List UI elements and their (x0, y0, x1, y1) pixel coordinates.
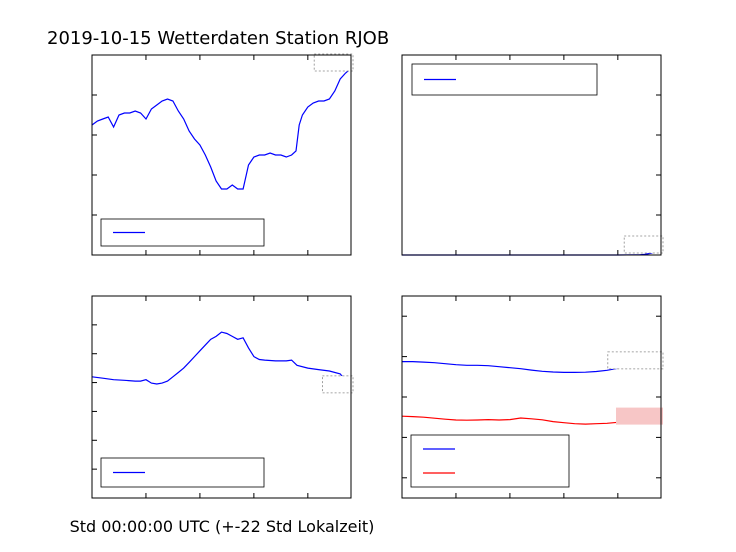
last-value-box (616, 407, 663, 425)
plot-frame (91, 54, 352, 256)
last-value-box (607, 351, 664, 370)
chart-panel-top-left (91, 53, 354, 256)
chart-panel-top-right (401, 54, 664, 256)
series-line-1 (91, 331, 352, 388)
shared-x-axis-label: Std 00:00:00 UTC (+-22 Std Lokalzeit) (70, 517, 375, 536)
plot-frame (401, 54, 662, 256)
series-line-1 (402, 248, 662, 256)
chart-panel-bottom-right (401, 295, 664, 499)
last-value-box (623, 235, 664, 254)
series-line-1 (91, 67, 352, 190)
last-value-box (313, 53, 354, 72)
plot-frame (91, 295, 352, 499)
legend-box (410, 434, 570, 488)
figure-title: 2019-10-15 Wetterdaten Station RJOB (47, 28, 389, 49)
plot-frame (401, 295, 662, 499)
last-value-box (321, 375, 354, 394)
chart-panel-bottom-left (91, 295, 354, 499)
